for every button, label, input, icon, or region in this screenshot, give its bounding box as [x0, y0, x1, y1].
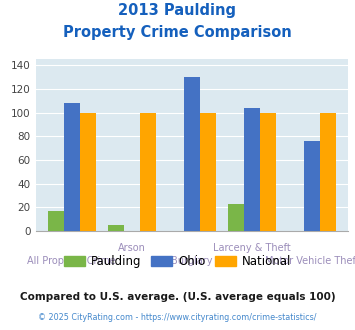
- Text: Compared to U.S. average. (U.S. average equals 100): Compared to U.S. average. (U.S. average …: [20, 292, 335, 302]
- Bar: [260, 113, 276, 231]
- Legend: Paulding, Ohio, National: Paulding, Ohio, National: [59, 250, 296, 273]
- Bar: [244, 108, 260, 231]
- Text: Arson: Arson: [118, 243, 146, 252]
- Bar: [320, 113, 336, 231]
- Text: Property Crime Comparison: Property Crime Comparison: [63, 25, 292, 40]
- Text: © 2025 CityRating.com - https://www.cityrating.com/crime-statistics/: © 2025 CityRating.com - https://www.city…: [38, 314, 317, 322]
- Bar: [184, 77, 200, 231]
- Bar: [228, 204, 244, 231]
- Bar: [140, 113, 155, 231]
- Bar: [64, 103, 80, 231]
- Text: All Property Crime: All Property Crime: [27, 256, 116, 266]
- Bar: [304, 141, 320, 231]
- Bar: [80, 113, 95, 231]
- Text: Motor Vehicle Theft: Motor Vehicle Theft: [264, 256, 355, 266]
- Text: 2013 Paulding: 2013 Paulding: [119, 3, 236, 18]
- Text: Larceny & Theft: Larceny & Theft: [213, 243, 291, 252]
- Bar: [200, 113, 216, 231]
- Text: Burglary: Burglary: [171, 256, 212, 266]
- Bar: [48, 211, 64, 231]
- Bar: [108, 225, 124, 231]
